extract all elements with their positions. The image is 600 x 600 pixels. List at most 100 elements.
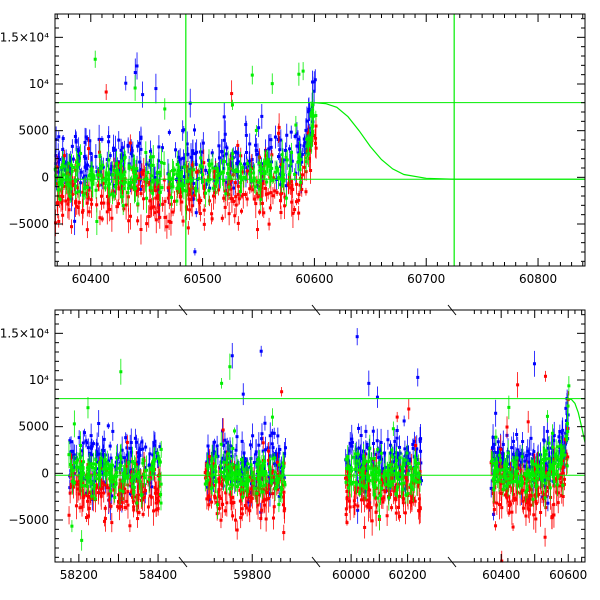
bottom-green-point: [353, 467, 357, 471]
top-red-point: [67, 208, 71, 212]
bottom-red-point: [365, 498, 369, 502]
bottom-green-point: [417, 461, 421, 465]
bottom-blue-point: [259, 349, 263, 353]
bottom-green-point: [263, 459, 267, 463]
bottom-green-point: [358, 482, 362, 486]
top-blue-point: [284, 184, 288, 188]
bottom-blue-point: [371, 429, 375, 433]
bottom-red-point: [363, 525, 367, 529]
top-red-point: [62, 154, 66, 158]
bottom-red-point: [217, 507, 221, 511]
bottom-green-point: [398, 456, 402, 460]
bottom-red-point: [117, 500, 121, 504]
top-red-point: [264, 154, 268, 158]
top-blue-point: [157, 159, 161, 163]
top-blue-point: [129, 152, 133, 156]
bottom-red-point: [348, 505, 352, 509]
top-panel: −5000 0 5000 10⁴ 1.5×10⁴ 60400 60500 60600 60700…: [0, 13, 586, 286]
bottom-blue-point: [89, 434, 93, 438]
top-red-point: [258, 210, 262, 214]
top-red-point: [136, 187, 140, 191]
bottom-red-point: [410, 496, 414, 500]
bottom-green-point: [238, 478, 242, 482]
bottom-green-point: [72, 422, 76, 426]
top-green-point: [268, 172, 272, 176]
top-green-point: [254, 185, 258, 189]
bottom-green-point: [79, 462, 83, 466]
top-green-point: [74, 184, 78, 188]
top-green-point: [244, 175, 248, 179]
bottom-green-point: [109, 474, 113, 478]
top-green-point: [167, 172, 171, 176]
top-green-point: [228, 175, 232, 179]
top-blue-point: [254, 143, 258, 147]
top-red-point: [61, 213, 65, 217]
bottom-red-point: [347, 499, 351, 503]
bottom-blue-point: [71, 454, 75, 458]
top-green-point: [250, 73, 254, 77]
top-green-point: [284, 155, 288, 159]
bottom-green-point: [271, 478, 275, 482]
bottom-green-point: [209, 464, 213, 468]
bottom-green-point: [216, 503, 220, 507]
top-blue-point: [305, 119, 309, 123]
top-green-point: [270, 166, 274, 170]
top-red-point: [166, 196, 170, 200]
bottom-blue-point: [244, 462, 248, 466]
bottom-blue-point: [493, 442, 497, 446]
top-green-point: [281, 175, 285, 179]
top-blue-point: [121, 158, 125, 162]
bottom-red-point: [256, 503, 260, 507]
bottom-red-point: [367, 505, 371, 509]
bottom-red-point: [219, 496, 223, 500]
top-blue-point: [174, 148, 178, 152]
bottom-red-point: [413, 499, 417, 503]
top-red-point: [152, 185, 156, 189]
top-green-point: [159, 160, 163, 164]
bottom-red-point: [230, 495, 234, 499]
bottom-green-point: [226, 452, 230, 456]
bottom-red-point: [96, 491, 100, 495]
bottom-green-point: [237, 470, 241, 474]
bottom-red-point: [234, 518, 238, 522]
bottom-blue-point: [150, 485, 154, 489]
top-red-point: [76, 186, 80, 190]
top-green-point: [211, 186, 215, 190]
bottom-green-point: [84, 476, 88, 480]
top-blue-point: [193, 152, 197, 156]
bottom-blue-point: [230, 454, 234, 458]
top-red-point: [136, 219, 140, 223]
bottom-red-point: [130, 490, 134, 494]
top-blue-point: [85, 163, 89, 167]
top-blue-point: [138, 141, 142, 145]
top-green-point: [265, 180, 269, 184]
bottom-blue-point: [379, 441, 383, 445]
bottom-green-point: [152, 462, 156, 466]
bottom-green-point: [102, 467, 106, 471]
top-green-point: [210, 162, 214, 166]
bottom-blue-point: [120, 448, 124, 452]
bottom-red-point: [283, 507, 287, 511]
bottom-red-point: [154, 491, 158, 495]
bottom-green-point: [382, 471, 386, 475]
top-red-point: [188, 189, 192, 193]
bottom-blue-point: [283, 452, 287, 456]
bottom-green-point: [241, 467, 245, 471]
top-red-point: [258, 155, 262, 159]
bottom-green-point: [132, 490, 136, 494]
bottom-green-point: [373, 484, 377, 488]
bottom-blue-point: [263, 421, 267, 425]
bottom-green-point: [347, 475, 351, 479]
bottom-data-points: [67, 328, 571, 563]
top-green-point: [132, 185, 136, 189]
top-blue-point: [302, 137, 306, 141]
bottom-green-point: [414, 461, 418, 465]
top-green-point: [130, 180, 134, 184]
bottom-green-point: [413, 459, 417, 463]
bottom-red-point: [217, 477, 221, 481]
top-blue-point: [94, 154, 98, 158]
top-green-point: [281, 162, 285, 166]
top-red-point: [275, 191, 279, 195]
bottom-green-point: [372, 468, 376, 472]
bottom-green-point: [108, 477, 112, 481]
